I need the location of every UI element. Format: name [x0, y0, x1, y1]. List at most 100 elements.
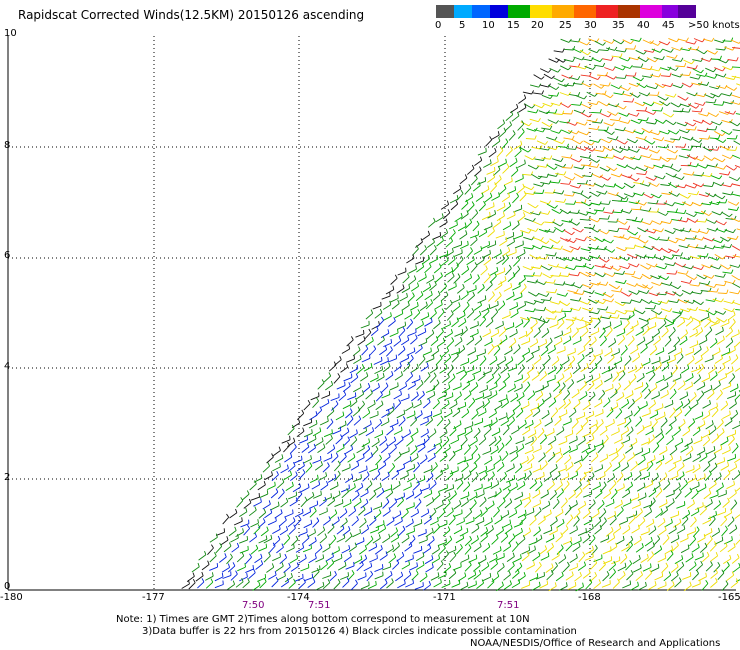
wind-barb-flag	[431, 497, 435, 502]
wind-barb	[439, 222, 448, 228]
wind-barb-flag	[474, 174, 478, 179]
colorbar-label: 10	[482, 20, 495, 31]
wind-barb	[555, 456, 563, 463]
wind-barb-flag	[531, 90, 534, 95]
wind-barb	[716, 460, 725, 466]
wind-barb	[610, 119, 620, 122]
wind-barb-flag	[370, 389, 373, 394]
wind-barb	[527, 202, 536, 209]
wind-barb	[646, 85, 656, 90]
wind-barb	[592, 377, 601, 383]
wind-barb-flag	[373, 399, 376, 405]
wind-barb	[360, 492, 369, 498]
wind-barb-flag	[491, 222, 493, 227]
wind-barb-flag	[504, 356, 507, 361]
wind-barb	[281, 439, 291, 444]
wind-barb	[632, 567, 642, 573]
wind-barb-flag	[605, 426, 608, 431]
wind-barb	[462, 384, 470, 391]
wind-barb-flag	[402, 345, 406, 350]
wind-barb-flag	[502, 300, 506, 305]
wind-barb	[514, 531, 523, 537]
wind-barb	[268, 545, 276, 554]
wind-barb-flag	[453, 569, 457, 574]
wind-barb-flag	[703, 446, 706, 451]
wind-barb-flag	[465, 326, 468, 330]
wind-barb	[456, 520, 465, 526]
wind-barb-flag	[298, 418, 301, 424]
wind-barb-flag	[591, 347, 594, 352]
wind-barb	[525, 511, 535, 516]
wind-barb-flag	[706, 81, 710, 86]
wind-barb-flag	[197, 562, 200, 567]
wind-barb-flag	[500, 146, 504, 151]
wind-barb	[344, 535, 353, 543]
wind-barb-flag	[253, 568, 256, 573]
wind-barb-flag	[433, 372, 437, 377]
wind-barb	[409, 565, 418, 571]
wind-barb-flag	[714, 480, 717, 485]
wind-barb-flag	[648, 207, 652, 212]
wind-barb	[417, 331, 426, 337]
wind-barb	[687, 530, 696, 536]
wind-barb-flag	[692, 499, 695, 504]
wind-barb-flag	[690, 265, 694, 270]
wind-barb-flag	[610, 94, 614, 99]
wind-barb	[645, 339, 654, 346]
wind-barb-flag	[302, 543, 305, 548]
wind-barb-flag	[532, 390, 536, 395]
wind-barb	[345, 411, 353, 419]
wind-barb-flag	[450, 237, 454, 242]
wind-barb-flag	[632, 311, 635, 316]
wind-barb	[490, 332, 499, 338]
wind-barb	[239, 511, 248, 517]
wind-barb	[680, 332, 688, 340]
wind-barb-flag	[613, 533, 616, 538]
wind-barb-flag	[433, 390, 436, 396]
wind-barb	[696, 477, 706, 482]
wind-barb-flag	[485, 527, 489, 532]
wind-barb-flag	[635, 177, 640, 182]
wind-barb-flag	[345, 517, 348, 522]
wind-barb	[440, 285, 447, 294]
wind-barb	[599, 339, 607, 347]
wind-barb-flag	[512, 291, 515, 296]
wind-barb	[510, 312, 519, 319]
wind-barb	[610, 256, 620, 260]
wind-barb-flag	[684, 184, 687, 189]
wind-barb-flag	[533, 300, 537, 305]
wind-barb	[697, 255, 707, 258]
wind-barb	[348, 510, 356, 517]
wind-barb-flag	[246, 490, 250, 495]
wind-barb-flag	[650, 563, 652, 568]
wind-barb-flag	[527, 373, 531, 378]
wind-barb	[429, 248, 437, 256]
wind-barb-flag	[530, 463, 533, 468]
wind-barb	[685, 212, 695, 218]
wind-barb-flag	[685, 329, 689, 334]
wind-barb	[355, 540, 365, 546]
wind-barb	[545, 447, 553, 454]
wind-barb	[713, 103, 723, 106]
wind-barb-flag	[494, 209, 497, 215]
wind-barb	[639, 183, 649, 187]
wind-barb-flag	[585, 417, 589, 422]
wind-barb-flag	[512, 272, 516, 277]
wind-barb	[573, 511, 581, 520]
wind-barb	[545, 566, 554, 573]
wind-barb-flag	[653, 254, 656, 259]
wind-barb	[542, 102, 552, 107]
wind-barb	[596, 190, 606, 195]
wind-barb-flag	[420, 379, 424, 384]
wind-barb	[529, 118, 539, 123]
wind-barb-flag	[576, 516, 580, 520]
wind-barb	[558, 403, 566, 410]
wind-barb	[553, 77, 562, 83]
wind-barb	[715, 283, 725, 287]
wind-barb-flag	[626, 426, 630, 431]
wind-barb	[520, 316, 529, 321]
wind-barb	[521, 549, 530, 555]
wind-barb	[721, 245, 730, 249]
wind-barb	[636, 376, 645, 383]
wind-barb	[400, 397, 410, 402]
